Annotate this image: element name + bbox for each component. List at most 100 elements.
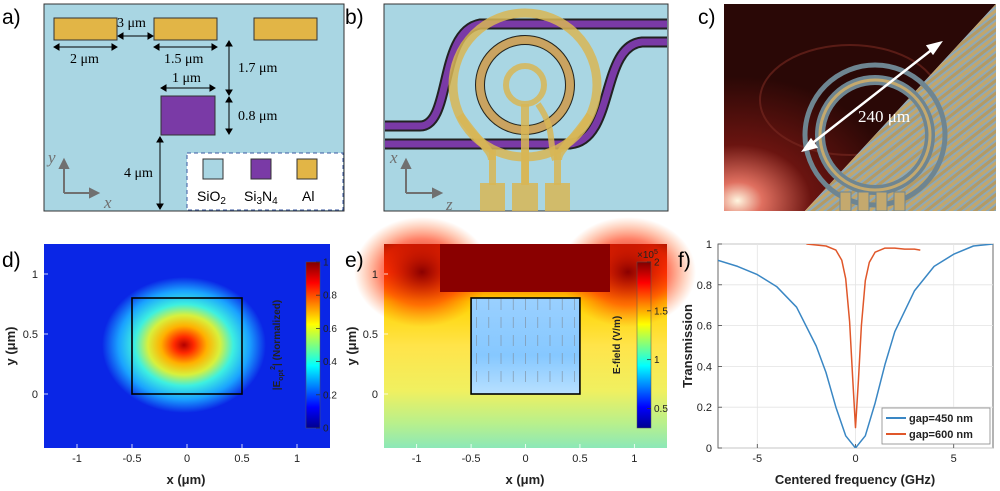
colorbar-ticks-e: 0.5 1 1.5 2 — [647, 258, 668, 415]
ticks-e: -1 -0.5 0 0.5 1 0 0.5 1 — [363, 269, 638, 465]
panel-e: -1 -0.5 0 0.5 100.51 x (μm) y (μm) 0.511.52 … — [344, 217, 696, 487]
legend-label-al: Al — [302, 188, 314, 204]
colorbar-tick-label-e: 1.5 — [654, 306, 668, 317]
dim-gap-3um: 3 μm — [117, 16, 146, 31]
axis-label-x-b: x — [389, 148, 398, 167]
panel-label-f: f) — [678, 249, 691, 272]
xlabel-f: Centered frequency (GHz) — [775, 472, 935, 487]
axes-indicator-b — [400, 157, 444, 199]
legend-label-sio2: SiO2 — [197, 188, 226, 207]
colorbar-exponent-e: ×105 — [637, 249, 658, 261]
dim-width-2um: 2 μm — [70, 52, 99, 67]
colorbar-tick-label-d: 0.2 — [323, 390, 337, 401]
dimension-arrows — [53, 32, 233, 210]
colorbar-tick-label-d: 1 — [323, 258, 329, 269]
x-tick-label-d: -1 — [72, 453, 82, 465]
colorbar-tick-label-e: 0.5 — [654, 404, 668, 415]
colorbar-label-e: E-field (V/m) — [612, 316, 623, 374]
panel-a: 3 μm 2 μm 1.5 μm 1 μm 1.7 μm 0.8 μm 4 μm… — [2, 3, 345, 212]
panel-label-e: e) — [345, 249, 364, 272]
colorbar-tick-label-d: 0 — [323, 424, 329, 435]
panel-label-d: d) — [2, 249, 21, 272]
electrode-pads — [480, 150, 570, 211]
panel-label-a: a) — [2, 6, 21, 29]
y-tick-label-d: 0 — [32, 389, 38, 401]
panel-label-c: c) — [698, 6, 716, 29]
si3n4-waveguide — [160, 95, 216, 136]
bus-waveguides — [385, 18, 667, 150]
x-tick-label-d: -0.5 — [123, 453, 142, 465]
x-tick-label-f: -5 — [752, 453, 762, 465]
colorbar-ticks-d: 0 0.2 0.4 0.6 0.8 1 — [316, 258, 337, 435]
scale-arrow — [801, 40, 943, 153]
dim-height-4um: 4 μm — [124, 166, 153, 181]
y-tick-label-f: 0 — [706, 443, 712, 455]
waveguide-box-d — [131, 297, 243, 395]
heatmap-e-top-band — [440, 244, 610, 292]
dim-width-1-5um: 1.5 μm — [164, 52, 204, 67]
al-electrode-center — [153, 17, 218, 41]
x-tick-label-f: 5 — [951, 453, 957, 465]
axis-label-y: y — [46, 148, 56, 167]
y-tick-label-e: 0.5 — [363, 329, 378, 341]
field-arrows-e — [476, 299, 575, 382]
ylabel-d: y (μm) — [3, 326, 18, 365]
legend-label-si3n4: Si3N4 — [244, 188, 278, 207]
legend-f-label-450: gap=450 nm — [909, 413, 973, 425]
x-tick-label-e: 0.5 — [572, 453, 587, 465]
colorbar-e — [636, 261, 652, 429]
y-tick-label-f: 1 — [706, 239, 712, 251]
xlabel-d: x (μm) — [166, 472, 205, 487]
x-tick-label-e: 1 — [631, 453, 637, 465]
y-tick-label-f: 0.6 — [697, 321, 712, 333]
colorbar-tick-label-d: 0.4 — [323, 357, 337, 368]
ticks-d: -1 -0.5 0 0.5 1 0 0.5 1 — [23, 269, 300, 465]
x-tick-label-e: -1 — [412, 453, 422, 465]
colorbar-tick-label-d: 0.6 — [323, 324, 337, 335]
grid-f — [718, 243, 993, 449]
colorbar-label-d: |Eopt2| (Normalized) — [270, 300, 285, 390]
panel-d: -1 -0.5 0 0.5 1 0 0.5 1 x (μm) y (μm) 0 0.2 0.4 0.… — [2, 244, 337, 487]
series-line-0 — [718, 244, 993, 448]
x-tick-label-d: 0 — [184, 453, 190, 465]
ticks-f: -5 0 5 0 0.2 0.4 0.6 0.8 1 — [697, 239, 957, 465]
legend-swatch-al — [296, 158, 318, 180]
panel-c: 240 μm c) — [698, 4, 996, 211]
colorbar-d — [305, 261, 321, 429]
y-tick-label-e: 0 — [372, 389, 378, 401]
x-tick-label-e: 0 — [522, 453, 528, 465]
panel-label-b: b) — [345, 6, 364, 29]
legend-swatch-si3n4 — [250, 158, 272, 180]
legend-f-label-600: gap=600 nm — [909, 429, 973, 441]
scale-bar-label: 240 μm — [858, 107, 910, 126]
ylabel-e: y (μm) — [344, 326, 359, 365]
panel-f: -5 0 5 0 0.2 0.4 0.6 0.8 1 gap=450 nm gap=600 nm… — [678, 239, 994, 487]
x-tick-label-f: 0 — [852, 453, 858, 465]
colorbar-tick-label-e: 2 — [654, 258, 660, 269]
y-tick-label-f: 0.4 — [697, 361, 712, 373]
al-electrode-right — [253, 17, 318, 41]
y-tick-label-d: 0.5 — [23, 329, 38, 341]
series-line-1 — [806, 244, 921, 429]
panel-b: x z b) — [345, 3, 669, 214]
dim-height-0-8um: 0.8 μm — [238, 109, 278, 124]
material-legend: SiO2 Si3N4 Al — [186, 152, 344, 211]
legend-swatch-sio2 — [202, 158, 224, 180]
colorbar-tick-label-d: 0.8 — [323, 291, 337, 302]
x-tick-label-e: -0.5 — [462, 453, 481, 465]
legend-f: gap=450 nm gap=600 nm — [881, 407, 991, 445]
y-tick-label-f: 0.2 — [697, 402, 712, 414]
colorbar-tick-label-e: 1 — [654, 355, 660, 366]
x-tick-label-d: 0.5 — [234, 453, 249, 465]
dim-height-1-7um: 1.7 μm — [238, 61, 278, 76]
axis-label-x: x — [103, 193, 112, 212]
dim-width-1um: 1 μm — [172, 71, 201, 86]
ylabel-f: Transmission — [680, 304, 695, 388]
series-f — [718, 244, 993, 448]
axes-indicator-a — [58, 157, 101, 199]
x-tick-label-d: 1 — [294, 453, 300, 465]
al-electrode-left — [53, 17, 118, 41]
y-tick-label-e: 1 — [372, 269, 378, 281]
xlabel-e: x (μm) — [505, 472, 544, 487]
